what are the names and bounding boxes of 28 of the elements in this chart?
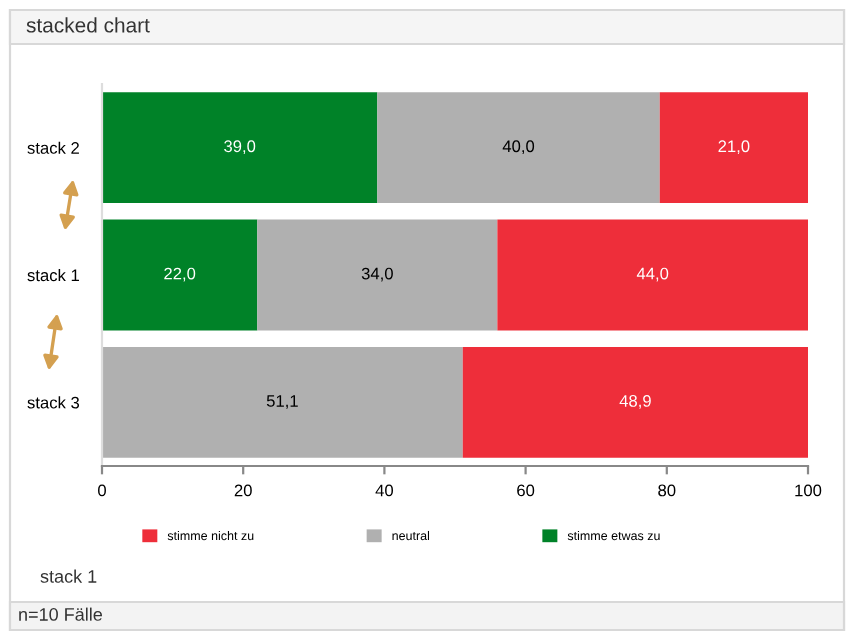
x-tick-label: 0 bbox=[98, 484, 106, 497]
x-tick-label: 100 bbox=[795, 484, 822, 497]
x-tick-label: 60 bbox=[517, 484, 535, 497]
data-label: 48,9 bbox=[619, 395, 651, 409]
y-tick-label: stack 1 bbox=[27, 268, 79, 282]
bar bbox=[102, 219, 258, 331]
x-tick-label: 40 bbox=[375, 484, 394, 497]
data-label: 22,0 bbox=[164, 267, 196, 282]
text: n=10 Fälle bbox=[19, 607, 103, 621]
bar bbox=[377, 92, 660, 204]
data-label: 44,0 bbox=[636, 267, 669, 282]
data-label: 51,1 bbox=[266, 395, 298, 409]
text: stack 1 bbox=[40, 569, 97, 583]
data-label: 40,0 bbox=[502, 140, 535, 155]
bar bbox=[462, 346, 808, 458]
x-tick-label: 20 bbox=[234, 484, 252, 497]
data-label: 34,0 bbox=[361, 267, 393, 282]
x-tick-label: 80 bbox=[658, 484, 676, 497]
bar bbox=[257, 219, 498, 331]
bar bbox=[659, 92, 808, 204]
data-label: 39,0 bbox=[224, 140, 256, 155]
data-label: 21,0 bbox=[718, 140, 750, 155]
chart-title: stacked chart bbox=[26, 17, 150, 33]
y-tick-label: stack 2 bbox=[27, 141, 79, 154]
bar bbox=[102, 92, 378, 204]
bar bbox=[102, 346, 463, 458]
y-tick-label: stack 3 bbox=[27, 396, 80, 409]
bar bbox=[497, 219, 808, 331]
